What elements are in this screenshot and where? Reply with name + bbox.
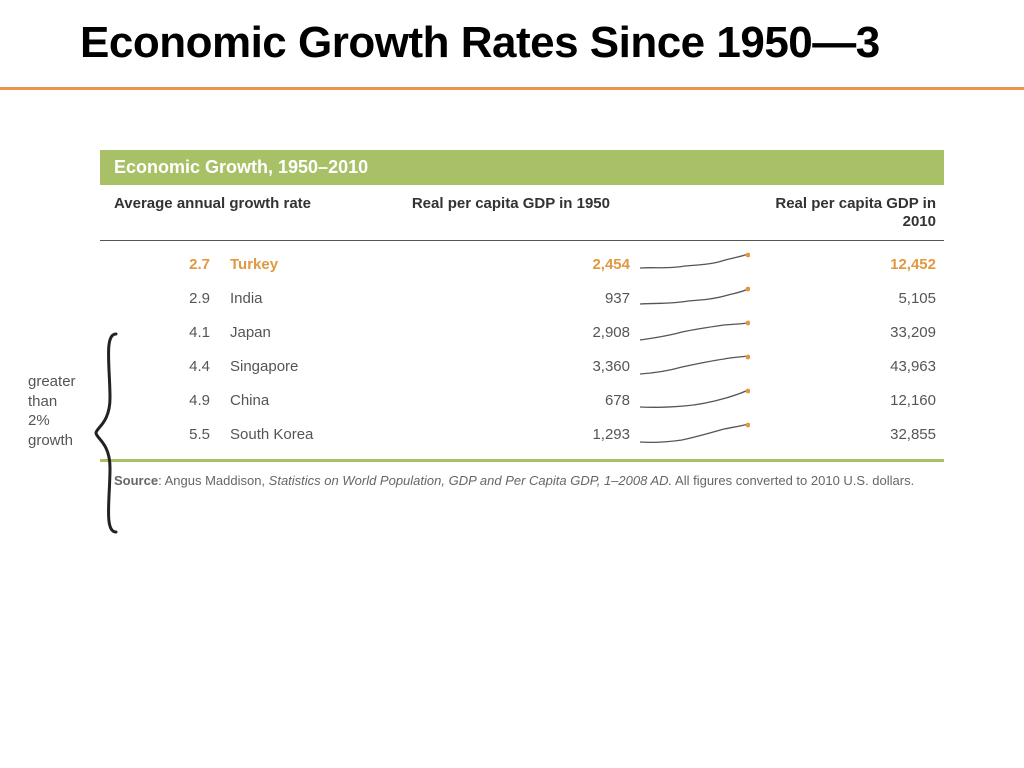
sparkline-icon <box>640 320 750 344</box>
cell-gdp-1950: 2,908 <box>420 324 630 341</box>
source-citation: Source: Angus Maddison, Statistics on Wo… <box>100 462 944 491</box>
cell-gdp-1950: 937 <box>420 290 630 307</box>
cell-sparkline <box>630 354 760 378</box>
cell-gdp-1950: 1,293 <box>420 426 630 443</box>
cell-growth-rate: 4.4 <box>100 358 230 375</box>
panel-header: Economic Growth, 1950–2010 <box>100 150 944 185</box>
header-sparkline <box>610 195 740 233</box>
cell-country: China <box>230 392 420 409</box>
column-headers: Average annual growth rate Real per capi… <box>100 185 944 242</box>
sparkline-icon <box>640 388 750 412</box>
cell-sparkline <box>630 252 760 276</box>
bracket-line-3: 2% <box>28 411 76 431</box>
bracket-line-1: greater <box>28 372 76 392</box>
cell-country: Singapore <box>230 358 420 375</box>
cell-growth-rate: 2.7 <box>100 256 230 273</box>
cell-gdp-1950: 678 <box>420 392 630 409</box>
header-growth-rate: Average annual growth rate <box>100 195 400 233</box>
source-title: Statistics on World Population, GDP and … <box>269 473 672 488</box>
table-row: 5.5South Korea1,293 32,855 <box>100 417 944 451</box>
cell-country: Turkey <box>230 256 420 273</box>
cell-sparkline <box>630 388 760 412</box>
bracket-line-4: growth <box>28 431 76 451</box>
table-body: 2.7Turkey2,454 12,452 2.9India937 5,105 4.1J… <box>100 241 944 451</box>
cell-gdp-2010: 12,452 <box>760 256 944 273</box>
cell-gdp-2010: 12,160 <box>760 392 944 409</box>
cell-country: South Korea <box>230 426 420 443</box>
source-tail: All figures converted to 2010 U.S. dolla… <box>675 473 914 488</box>
sparkline-icon <box>640 286 750 310</box>
data-panel: Economic Growth, 1950–2010 Average annua… <box>100 150 944 491</box>
cell-gdp-2010: 32,855 <box>760 426 944 443</box>
cell-sparkline <box>630 286 760 310</box>
cell-growth-rate: 4.9 <box>100 392 230 409</box>
sparkline-icon <box>640 422 750 446</box>
cell-country: Japan <box>230 324 420 341</box>
bracket-line-2: than <box>28 392 76 412</box>
source-author: Angus Maddison, <box>165 473 265 488</box>
header-gdp-2010: Real per capita GDP in 2010 <box>740 195 944 233</box>
cell-country: India <box>230 290 420 307</box>
cell-sparkline <box>630 422 760 446</box>
table-row: 2.9India937 5,105 <box>100 281 944 315</box>
header-gdp-1950: Real per capita GDP in 1950 <box>400 195 610 233</box>
cell-gdp-2010: 33,209 <box>760 324 944 341</box>
bracket-annotation: greater than 2% growth <box>28 372 76 450</box>
cell-growth-rate: 5.5 <box>100 426 230 443</box>
cell-gdp-2010: 43,963 <box>760 358 944 375</box>
table-row: 4.4Singapore3,360 43,963 <box>100 349 944 383</box>
sparkline-icon <box>640 252 750 276</box>
cell-growth-rate: 2.9 <box>100 290 230 307</box>
cell-gdp-2010: 5,105 <box>760 290 944 307</box>
sparkline-icon <box>640 354 750 378</box>
cell-gdp-1950: 3,360 <box>420 358 630 375</box>
table-row: 2.7Turkey2,454 12,452 <box>100 247 944 281</box>
slide-title: Economic Growth Rates Since 1950—3 <box>0 0 1024 81</box>
table-row: 4.9China678 12,160 <box>100 383 944 417</box>
title-divider <box>0 87 1024 90</box>
cell-growth-rate: 4.1 <box>100 324 230 341</box>
cell-sparkline <box>630 320 760 344</box>
cell-gdp-1950: 2,454 <box>420 256 630 273</box>
table-row: 4.1Japan2,908 33,209 <box>100 315 944 349</box>
